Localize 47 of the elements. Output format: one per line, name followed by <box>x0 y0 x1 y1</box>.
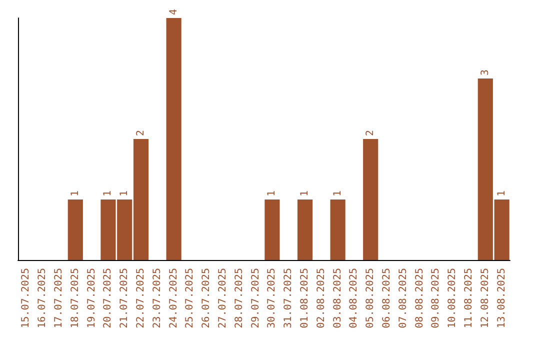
data-label: 1 <box>332 190 344 196</box>
bar <box>363 139 378 260</box>
x-tick-label: 21.07.2025 <box>119 268 130 328</box>
data-label: 2 <box>136 130 146 136</box>
x-tick-label: 30.07.2025 <box>266 268 278 328</box>
data-label: 1 <box>70 190 81 196</box>
data-label: 1 <box>266 190 278 196</box>
x-tick-label: 13.08.2025 <box>496 268 508 328</box>
data-label: 2 <box>365 130 376 136</box>
x-tick-label: 08.08.2025 <box>414 268 426 328</box>
x-tick-label: 07.08.2025 <box>398 268 409 328</box>
data-label: 1 <box>102 190 114 196</box>
x-tick-label: 22.07.2025 <box>136 268 146 328</box>
x-tick-label: 23.07.2025 <box>152 268 163 328</box>
x-tick-label: 02.08.2025 <box>316 268 327 328</box>
x-tick-label: 20.07.2025 <box>102 268 114 328</box>
x-tick-label: 09.08.2025 <box>430 268 442 328</box>
x-tick-label: 16.07.2025 <box>37 268 48 328</box>
data-label: 1 <box>496 190 508 196</box>
x-tick-label: 31.07.2025 <box>283 268 294 328</box>
x-tick-label: 01.08.2025 <box>300 268 310 328</box>
bar <box>166 18 182 260</box>
x-tick-label: 27.07.2025 <box>218 268 228 328</box>
bar <box>68 200 83 260</box>
x-tick-label: 24.07.2025 <box>168 268 180 328</box>
x-tick-label: 17.07.2025 <box>54 268 64 328</box>
x-tick-label: 03.08.2025 <box>332 268 344 328</box>
bar <box>264 200 280 260</box>
x-tick-label: 05.08.2025 <box>365 268 376 328</box>
x-tick-label: 25.07.2025 <box>184 268 196 328</box>
x-tick-label: 15.07.2025 <box>20 268 32 328</box>
x-tick-label: 12.08.2025 <box>480 268 491 328</box>
x-tick-label: 11.08.2025 <box>464 268 474 328</box>
x-tick-label: 10.08.2025 <box>447 268 458 328</box>
x-tick-label: 29.07.2025 <box>250 268 262 328</box>
bar <box>297 200 313 260</box>
x-tick-label: 19.07.2025 <box>86 268 98 328</box>
data-label: 4 <box>168 8 180 15</box>
x-tick-label: 06.08.2025 <box>382 268 392 328</box>
x-tick-label: 26.07.2025 <box>201 268 212 328</box>
data-label: 1 <box>119 190 130 196</box>
x-tick-label: 18.07.2025 <box>70 268 81 328</box>
x-tick-label: 04.08.2025 <box>348 268 360 328</box>
bar <box>330 200 346 260</box>
data-label: 3 <box>480 69 491 76</box>
x-tick-label: 28.07.2025 <box>234 268 245 328</box>
data-label: 1 <box>300 190 310 196</box>
